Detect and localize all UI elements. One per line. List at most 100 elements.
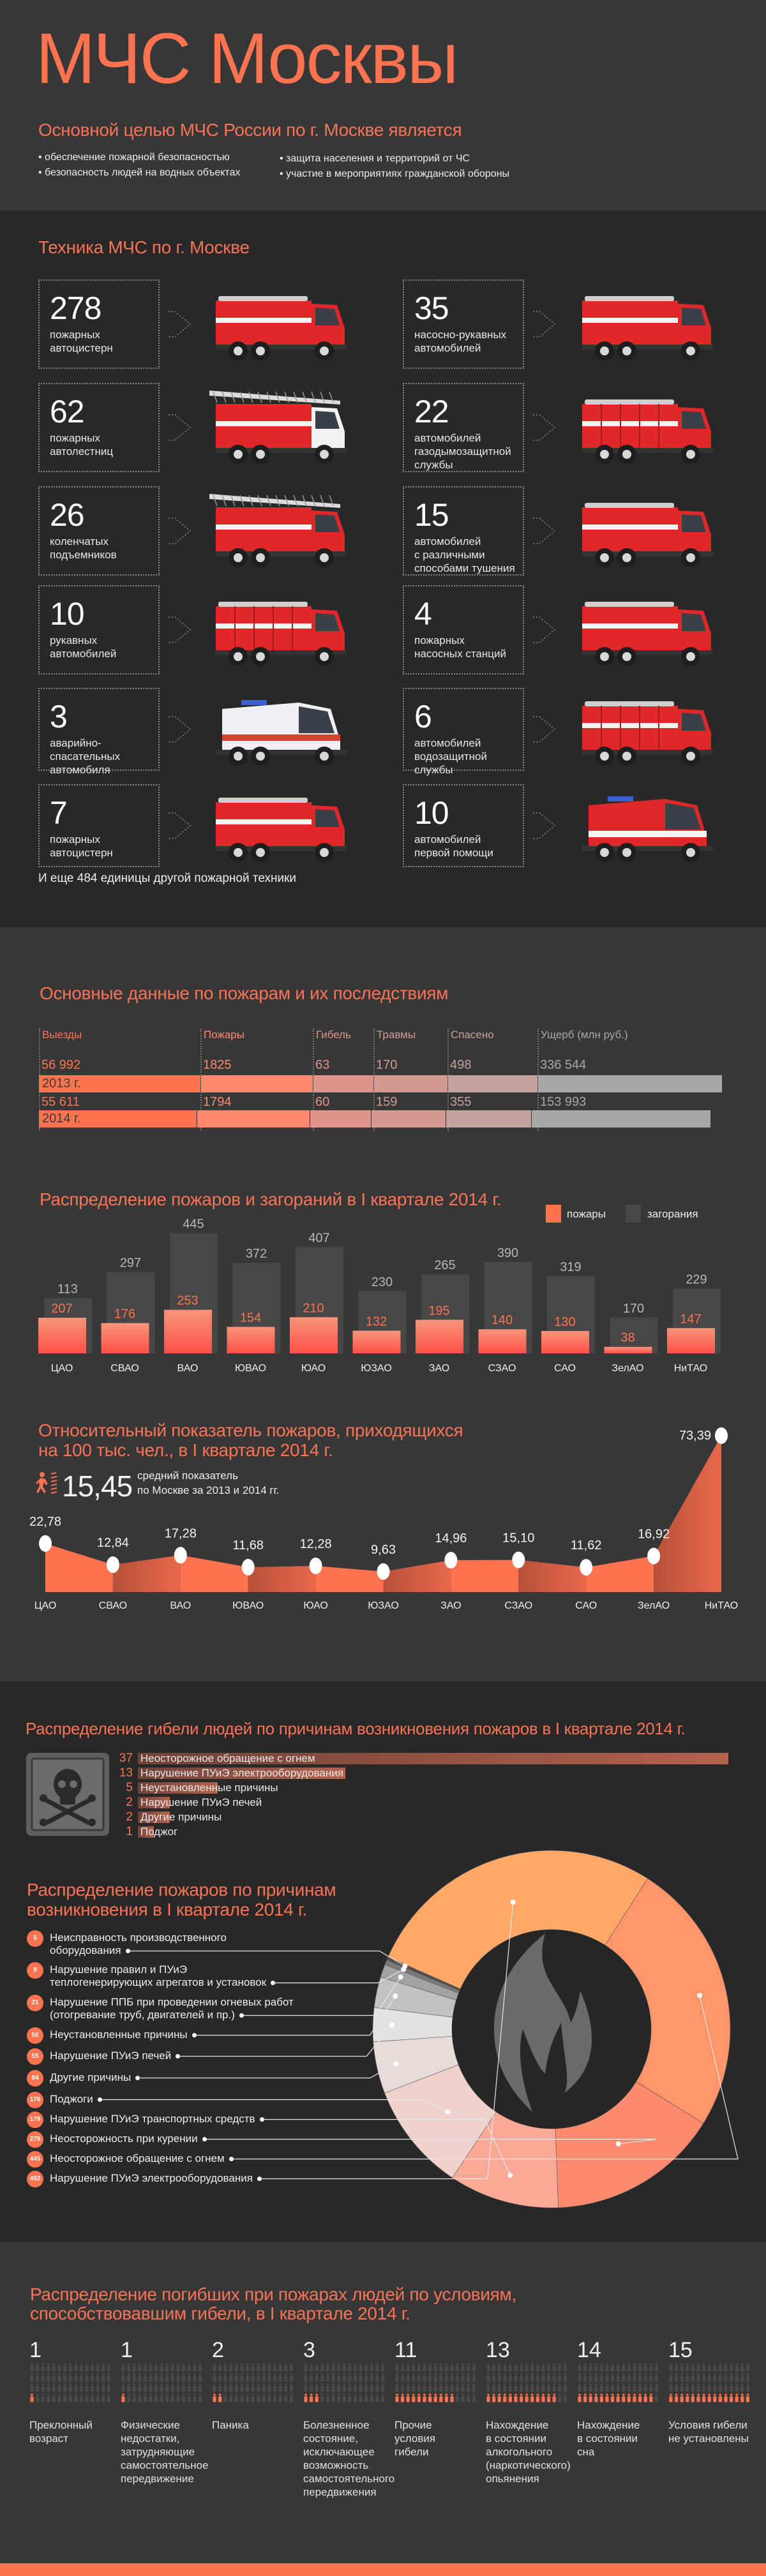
death-bar xyxy=(138,1826,154,1838)
cause-label: Нарушение ППБ при проведении огневых раб… xyxy=(50,1996,294,2021)
footer-bar xyxy=(0,2563,766,2576)
cause-label: Нарушение ПУиЭ транспортных средств xyxy=(50,2113,264,2126)
equipment-count: 10 xyxy=(414,795,449,831)
average-value: 15,45 xyxy=(62,1470,133,1503)
death-cause-row: 37 Неосторожное обращение с огнем xyxy=(96,1752,734,1765)
stat-value: 498 xyxy=(450,1058,472,1072)
year-label: 2014 г. xyxy=(42,1112,81,1126)
cause-count-badge: 55 xyxy=(27,2048,43,2065)
death-cause-label: Неосторожное обращение с огнем xyxy=(140,1752,315,1764)
death-count: 13 xyxy=(119,1766,133,1780)
cause-label: Неустановленные причины xyxy=(50,2029,197,2041)
equipment-label: коленчатых подъемников xyxy=(50,535,117,561)
leader-dot xyxy=(97,2097,102,2103)
fire-van-icon xyxy=(569,780,723,869)
equipment-card: 22 автомобилей газодымозащитной службы xyxy=(403,383,524,472)
equipment-card: 15 автомобилей с различными способами туш… xyxy=(403,486,524,576)
cause-count-badge: 5 xyxy=(27,1930,43,1947)
chevron-right-icon xyxy=(530,493,562,569)
death-cause-label: Другие причины xyxy=(140,1811,222,1823)
equipment-count: 4 xyxy=(414,596,432,632)
stat-value: 355 xyxy=(450,1095,472,1109)
equipment-count: 7 xyxy=(50,795,68,831)
equipment-card: 62 пожарных автолестниц xyxy=(38,383,160,472)
chevron-right-icon xyxy=(166,389,198,466)
death-count: 1 xyxy=(126,1825,133,1838)
stat-value: 56 992 xyxy=(41,1058,81,1072)
fire-tanker-truck-icon xyxy=(569,485,723,574)
equipment-count: 22 xyxy=(414,394,449,429)
death-count: 2 xyxy=(126,1796,133,1809)
stat-value: 170 xyxy=(376,1058,398,1072)
stat-bar-segment xyxy=(197,1110,310,1128)
equipment-card: 4 пожарных насосных станций xyxy=(403,585,524,674)
death-bar xyxy=(138,1797,170,1808)
leader-dot xyxy=(271,1981,276,1986)
equipment-count: 6 xyxy=(414,699,432,734)
column-header: Пожары xyxy=(200,1029,244,1131)
fire-box-truck-icon xyxy=(203,584,356,673)
stat-value: 63 xyxy=(315,1058,330,1072)
cause-count-badge: 50 xyxy=(27,2027,43,2044)
equipment-label: автомобилей с различными способами тушен… xyxy=(414,535,515,574)
cause-count-badge: 279 xyxy=(27,2131,43,2148)
cause-count-badge: 21 xyxy=(27,1995,43,2011)
equipment-card: 26 коленчатых подъемников xyxy=(38,486,160,576)
condition-label: Условия гибели не установлены xyxy=(668,2419,749,2445)
leader-dot xyxy=(125,1949,130,1954)
condition-count: 11 xyxy=(394,2338,417,2362)
condition-count: 3 xyxy=(303,2338,315,2362)
equipment-count: 15 xyxy=(414,497,449,533)
goal-item: • защита населения и территорий от ЧС xyxy=(280,153,470,164)
stat-bar-segment xyxy=(538,1075,722,1092)
condition-count: 14 xyxy=(577,2338,601,2362)
stat-bar-segment xyxy=(313,1075,373,1092)
stat-bar-segment xyxy=(39,1110,197,1128)
cause-count-badge: 8 xyxy=(27,1962,43,1979)
running-person-fire-icon xyxy=(36,1472,57,1494)
header-section xyxy=(0,0,766,211)
equipment-card: 6 автомобилей водозащитной службы xyxy=(403,688,524,776)
cause-label: Другие причины xyxy=(50,2071,140,2084)
death-cause-label: Поджог xyxy=(140,1826,178,1838)
equipment-label: насосно-рукавных автомобилей xyxy=(414,329,507,354)
fire-tanker-truck-icon xyxy=(203,278,356,368)
chevron-right-icon xyxy=(166,286,198,362)
death-cause-label: Нарушение ПУиЭ электрооборудования xyxy=(140,1767,343,1779)
chevron-right-icon xyxy=(166,787,198,864)
equipment-count: 26 xyxy=(50,497,85,533)
death-count: 2 xyxy=(126,1810,133,1824)
death-cause-row: 1 Поджог xyxy=(96,1826,734,1838)
leader-dot xyxy=(176,2054,181,2059)
leader-dot xyxy=(135,2076,140,2081)
stat-value: 336 544 xyxy=(540,1058,587,1072)
stat-bar-segment xyxy=(446,1110,531,1128)
deaths-cause-title: Распределение гибели людей по причинам в… xyxy=(26,1719,686,1738)
legend-swatch-fires xyxy=(546,1205,561,1223)
stat-bar-segment xyxy=(39,1075,200,1092)
equipment-card: 35 насосно-рукавных автомобилей xyxy=(403,279,524,369)
column-header: Ущерб (млн руб.) xyxy=(537,1029,628,1131)
equipment-footnote: И еще 484 единицы другой пожарной техник… xyxy=(38,872,297,885)
equipment-label: автомобилей водозащитной службы xyxy=(414,737,487,776)
chevron-right-icon xyxy=(530,691,562,768)
goal-item: • безопасность людей на водных объектах xyxy=(38,167,241,178)
condition-count: 13 xyxy=(486,2338,510,2362)
legend-swatch-ignitions xyxy=(626,1205,641,1223)
cause-count-badge: 84 xyxy=(27,2070,43,2087)
condition-count: 2 xyxy=(212,2338,224,2362)
leader-dot xyxy=(259,2117,264,2122)
equipment-card: 3 аварийно- спасательных автомобиля xyxy=(38,688,160,776)
district-chart-title: Распределение пожаров и загораний в I кв… xyxy=(40,1189,502,1209)
death-bar xyxy=(138,1782,218,1794)
stat-bar-segment xyxy=(201,1075,313,1092)
fire-pump-truck-icon xyxy=(569,278,723,368)
goal-item: • участие в мероприятиях гражданской обо… xyxy=(280,168,510,179)
stat-bar-segment xyxy=(372,1110,446,1128)
chevron-right-icon xyxy=(530,286,562,362)
cause-label: Поджоги xyxy=(50,2093,102,2106)
cause-count-badge: 179 xyxy=(27,2111,43,2128)
leader-dot xyxy=(229,2157,234,2162)
equipment-label: пожарных автоцистерн xyxy=(50,833,113,859)
